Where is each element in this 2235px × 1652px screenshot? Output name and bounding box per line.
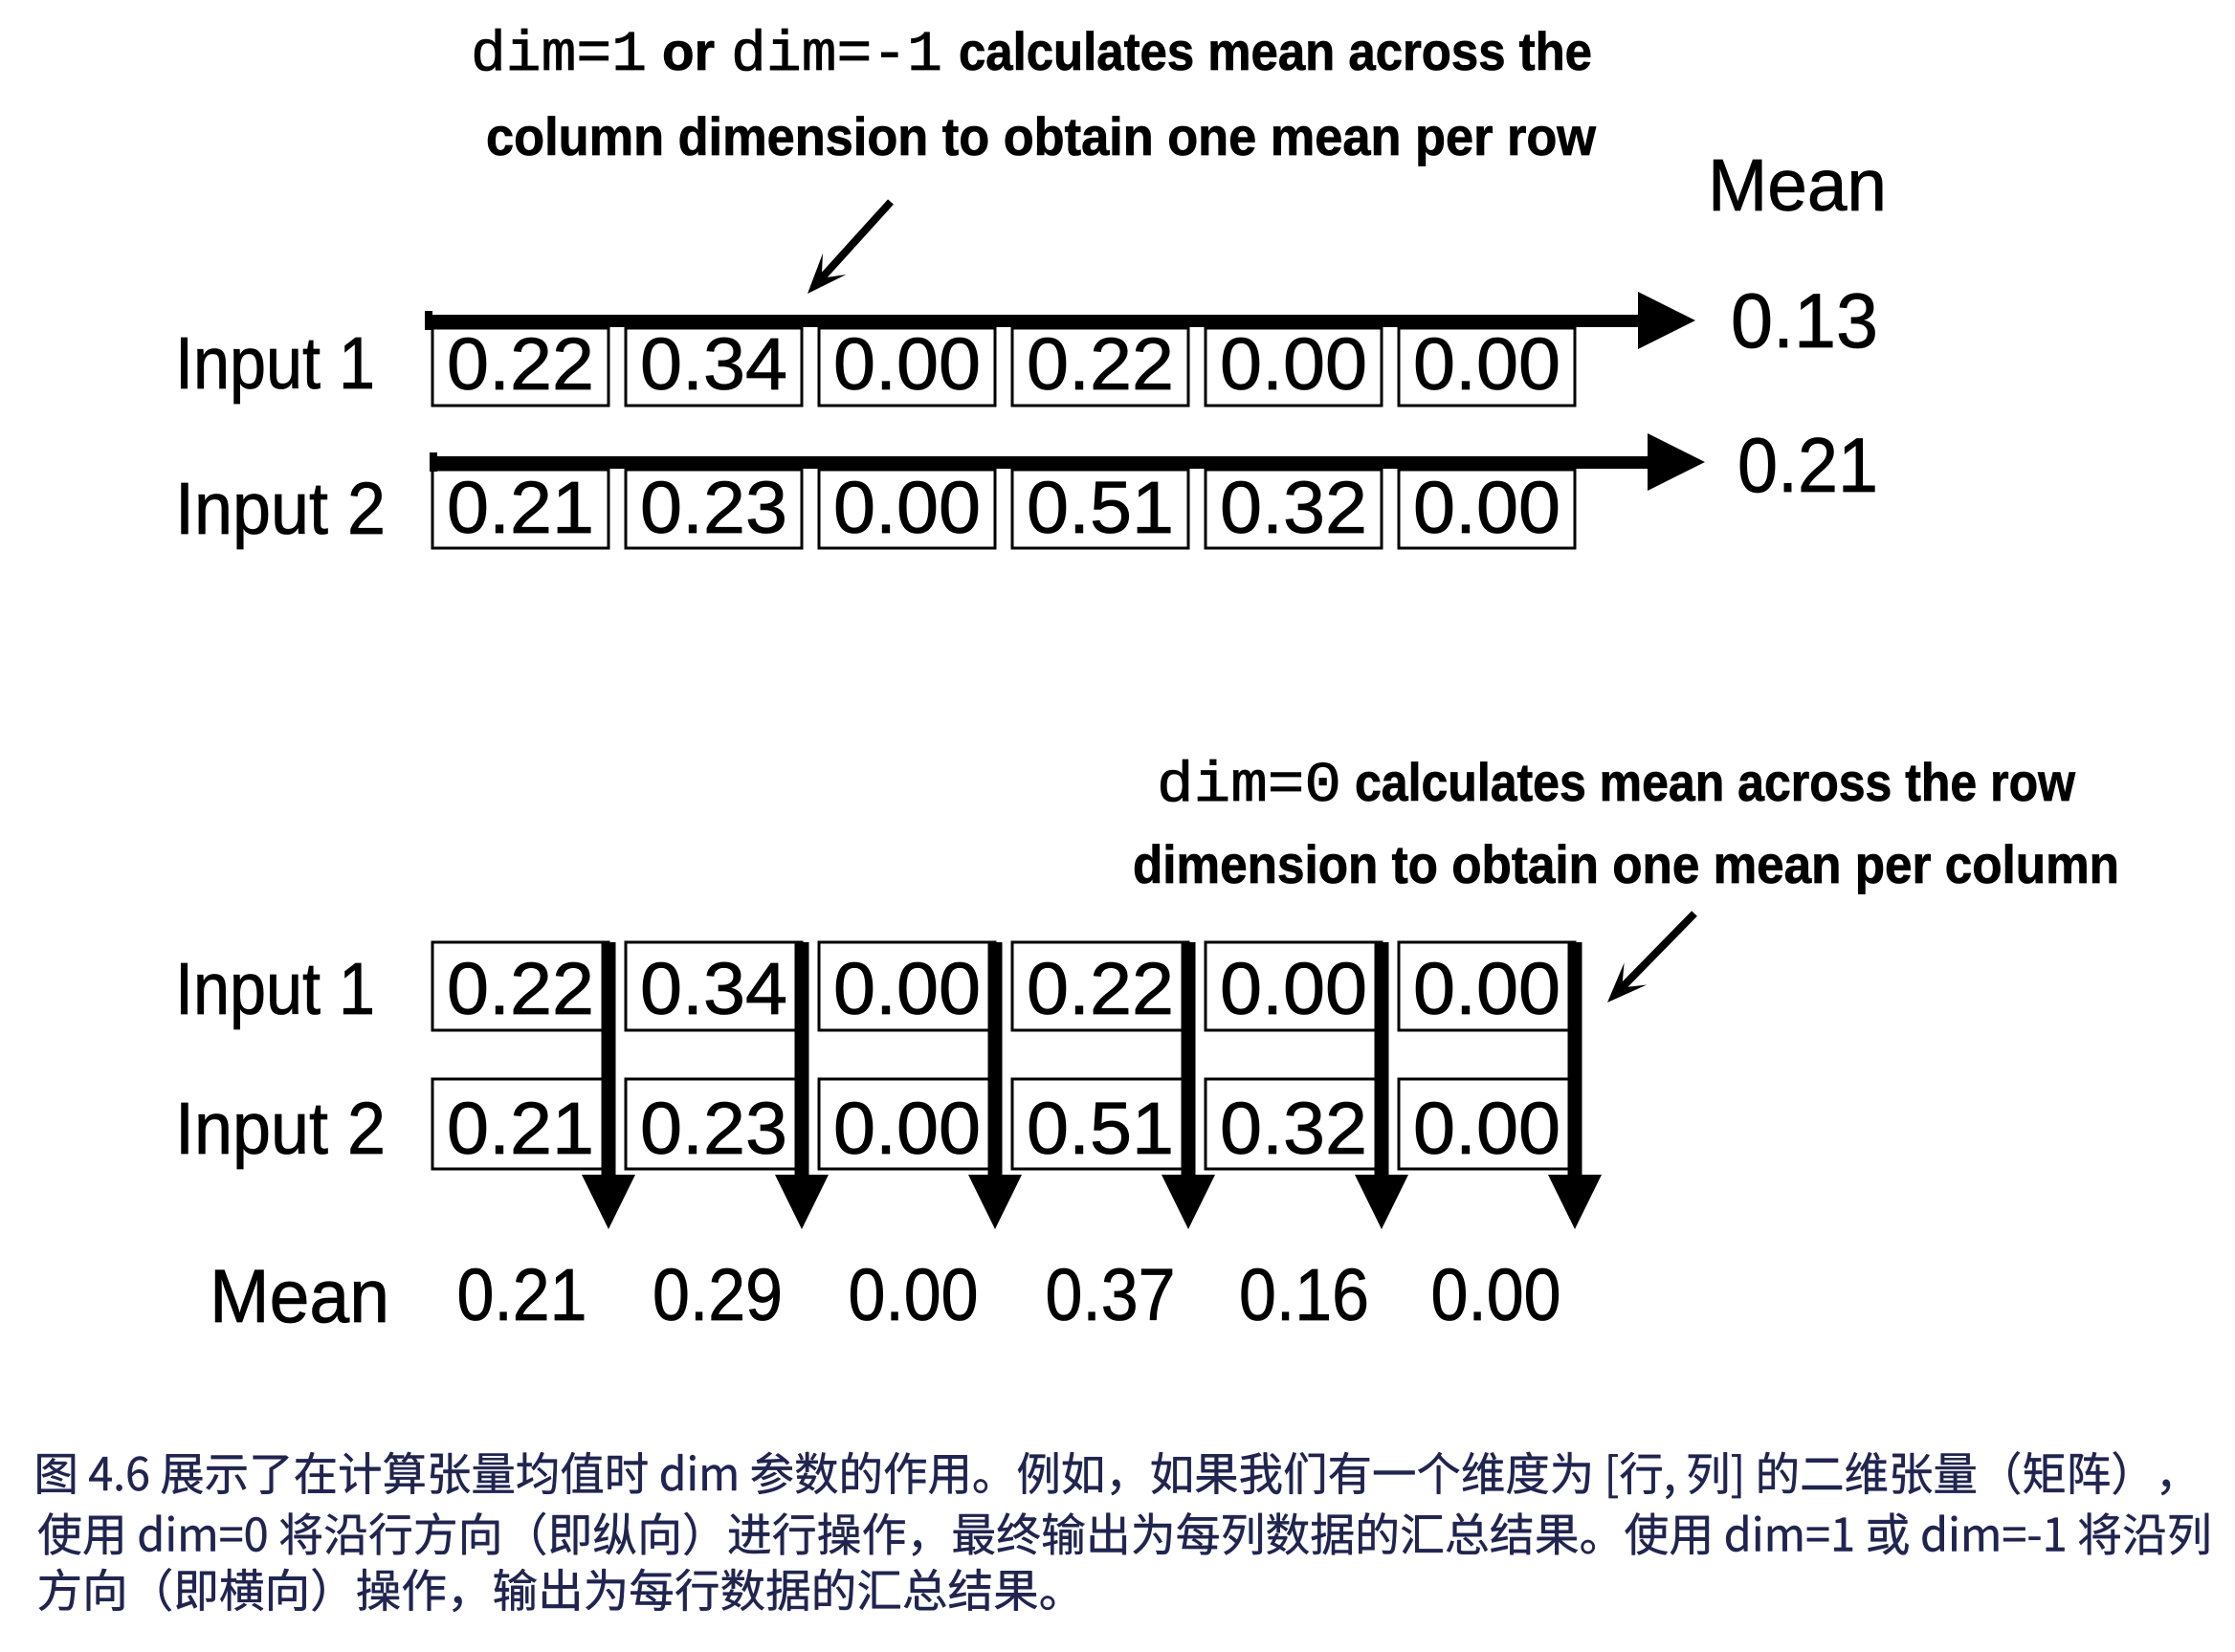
svg-text:0.00: 0.00 <box>1413 948 1560 1030</box>
svg-text:column dimension to obtain one: column dimension to obtain one mean per … <box>486 106 1596 166</box>
svg-text:0.00: 0.00 <box>1220 323 1367 406</box>
svg-text:0.23: 0.23 <box>640 1088 787 1170</box>
svg-text:0.32: 0.32 <box>1220 467 1367 549</box>
svg-text:0.00: 0.00 <box>1431 1254 1561 1336</box>
svg-text:0.34: 0.34 <box>640 948 787 1030</box>
svg-text:0.22: 0.22 <box>447 948 594 1030</box>
svg-text:Input 1: Input 1 <box>175 948 375 1030</box>
svg-text:Mean: Mean <box>210 1253 389 1338</box>
svg-text:0.21: 0.21 <box>457 1254 587 1336</box>
svg-text:0.21: 0.21 <box>447 467 594 549</box>
svg-text:or: or <box>662 21 715 81</box>
svg-text:0.13: 0.13 <box>1731 278 1878 364</box>
svg-text:0.00: 0.00 <box>833 323 981 406</box>
svg-text:0.21: 0.21 <box>1737 423 1878 509</box>
svg-text:0.00: 0.00 <box>849 1254 979 1336</box>
svg-text:0.21: 0.21 <box>447 1088 594 1170</box>
svg-text:0.37: 0.37 <box>1046 1254 1176 1336</box>
svg-text:dim=1: dim=1 <box>471 23 647 87</box>
svg-text:calculates mean across the row: calculates mean across the row <box>1355 752 2075 812</box>
svg-text:Mean: Mean <box>1708 144 1887 227</box>
svg-text:0.22: 0.22 <box>1027 323 1174 406</box>
svg-text:0.00: 0.00 <box>1220 948 1367 1030</box>
svg-text:Input 1: Input 1 <box>175 322 375 405</box>
svg-text:0.29: 0.29 <box>653 1254 783 1336</box>
svg-text:0.22: 0.22 <box>447 323 594 406</box>
svg-text:0.23: 0.23 <box>640 467 787 549</box>
svg-text:0.22: 0.22 <box>1027 948 1174 1030</box>
svg-text:Input 2: Input 2 <box>175 1088 386 1170</box>
svg-text:0.00: 0.00 <box>1413 323 1560 406</box>
svg-text:0.16: 0.16 <box>1239 1254 1369 1336</box>
svg-text:dimension to obtain one mean p: dimension to obtain one mean per column <box>1133 834 2119 894</box>
svg-text:0.00: 0.00 <box>833 467 981 549</box>
svg-text:dim=0: dim=0 <box>1157 754 1341 818</box>
svg-text:0.34: 0.34 <box>640 323 787 406</box>
svg-text:0.51: 0.51 <box>1027 467 1174 549</box>
svg-text:0.32: 0.32 <box>1220 1088 1367 1170</box>
svg-text:0.00: 0.00 <box>1413 1088 1560 1170</box>
svg-text:Input 2: Input 2 <box>175 468 386 550</box>
svg-text:0.51: 0.51 <box>1027 1088 1174 1170</box>
svg-text:0.00: 0.00 <box>1413 467 1560 549</box>
svg-text:calculates mean across the: calculates mean across the <box>959 21 1592 81</box>
svg-text:0.00: 0.00 <box>833 1088 981 1170</box>
svg-text:0.00: 0.00 <box>833 948 981 1030</box>
svg-text:dim=-1: dim=-1 <box>731 23 942 87</box>
